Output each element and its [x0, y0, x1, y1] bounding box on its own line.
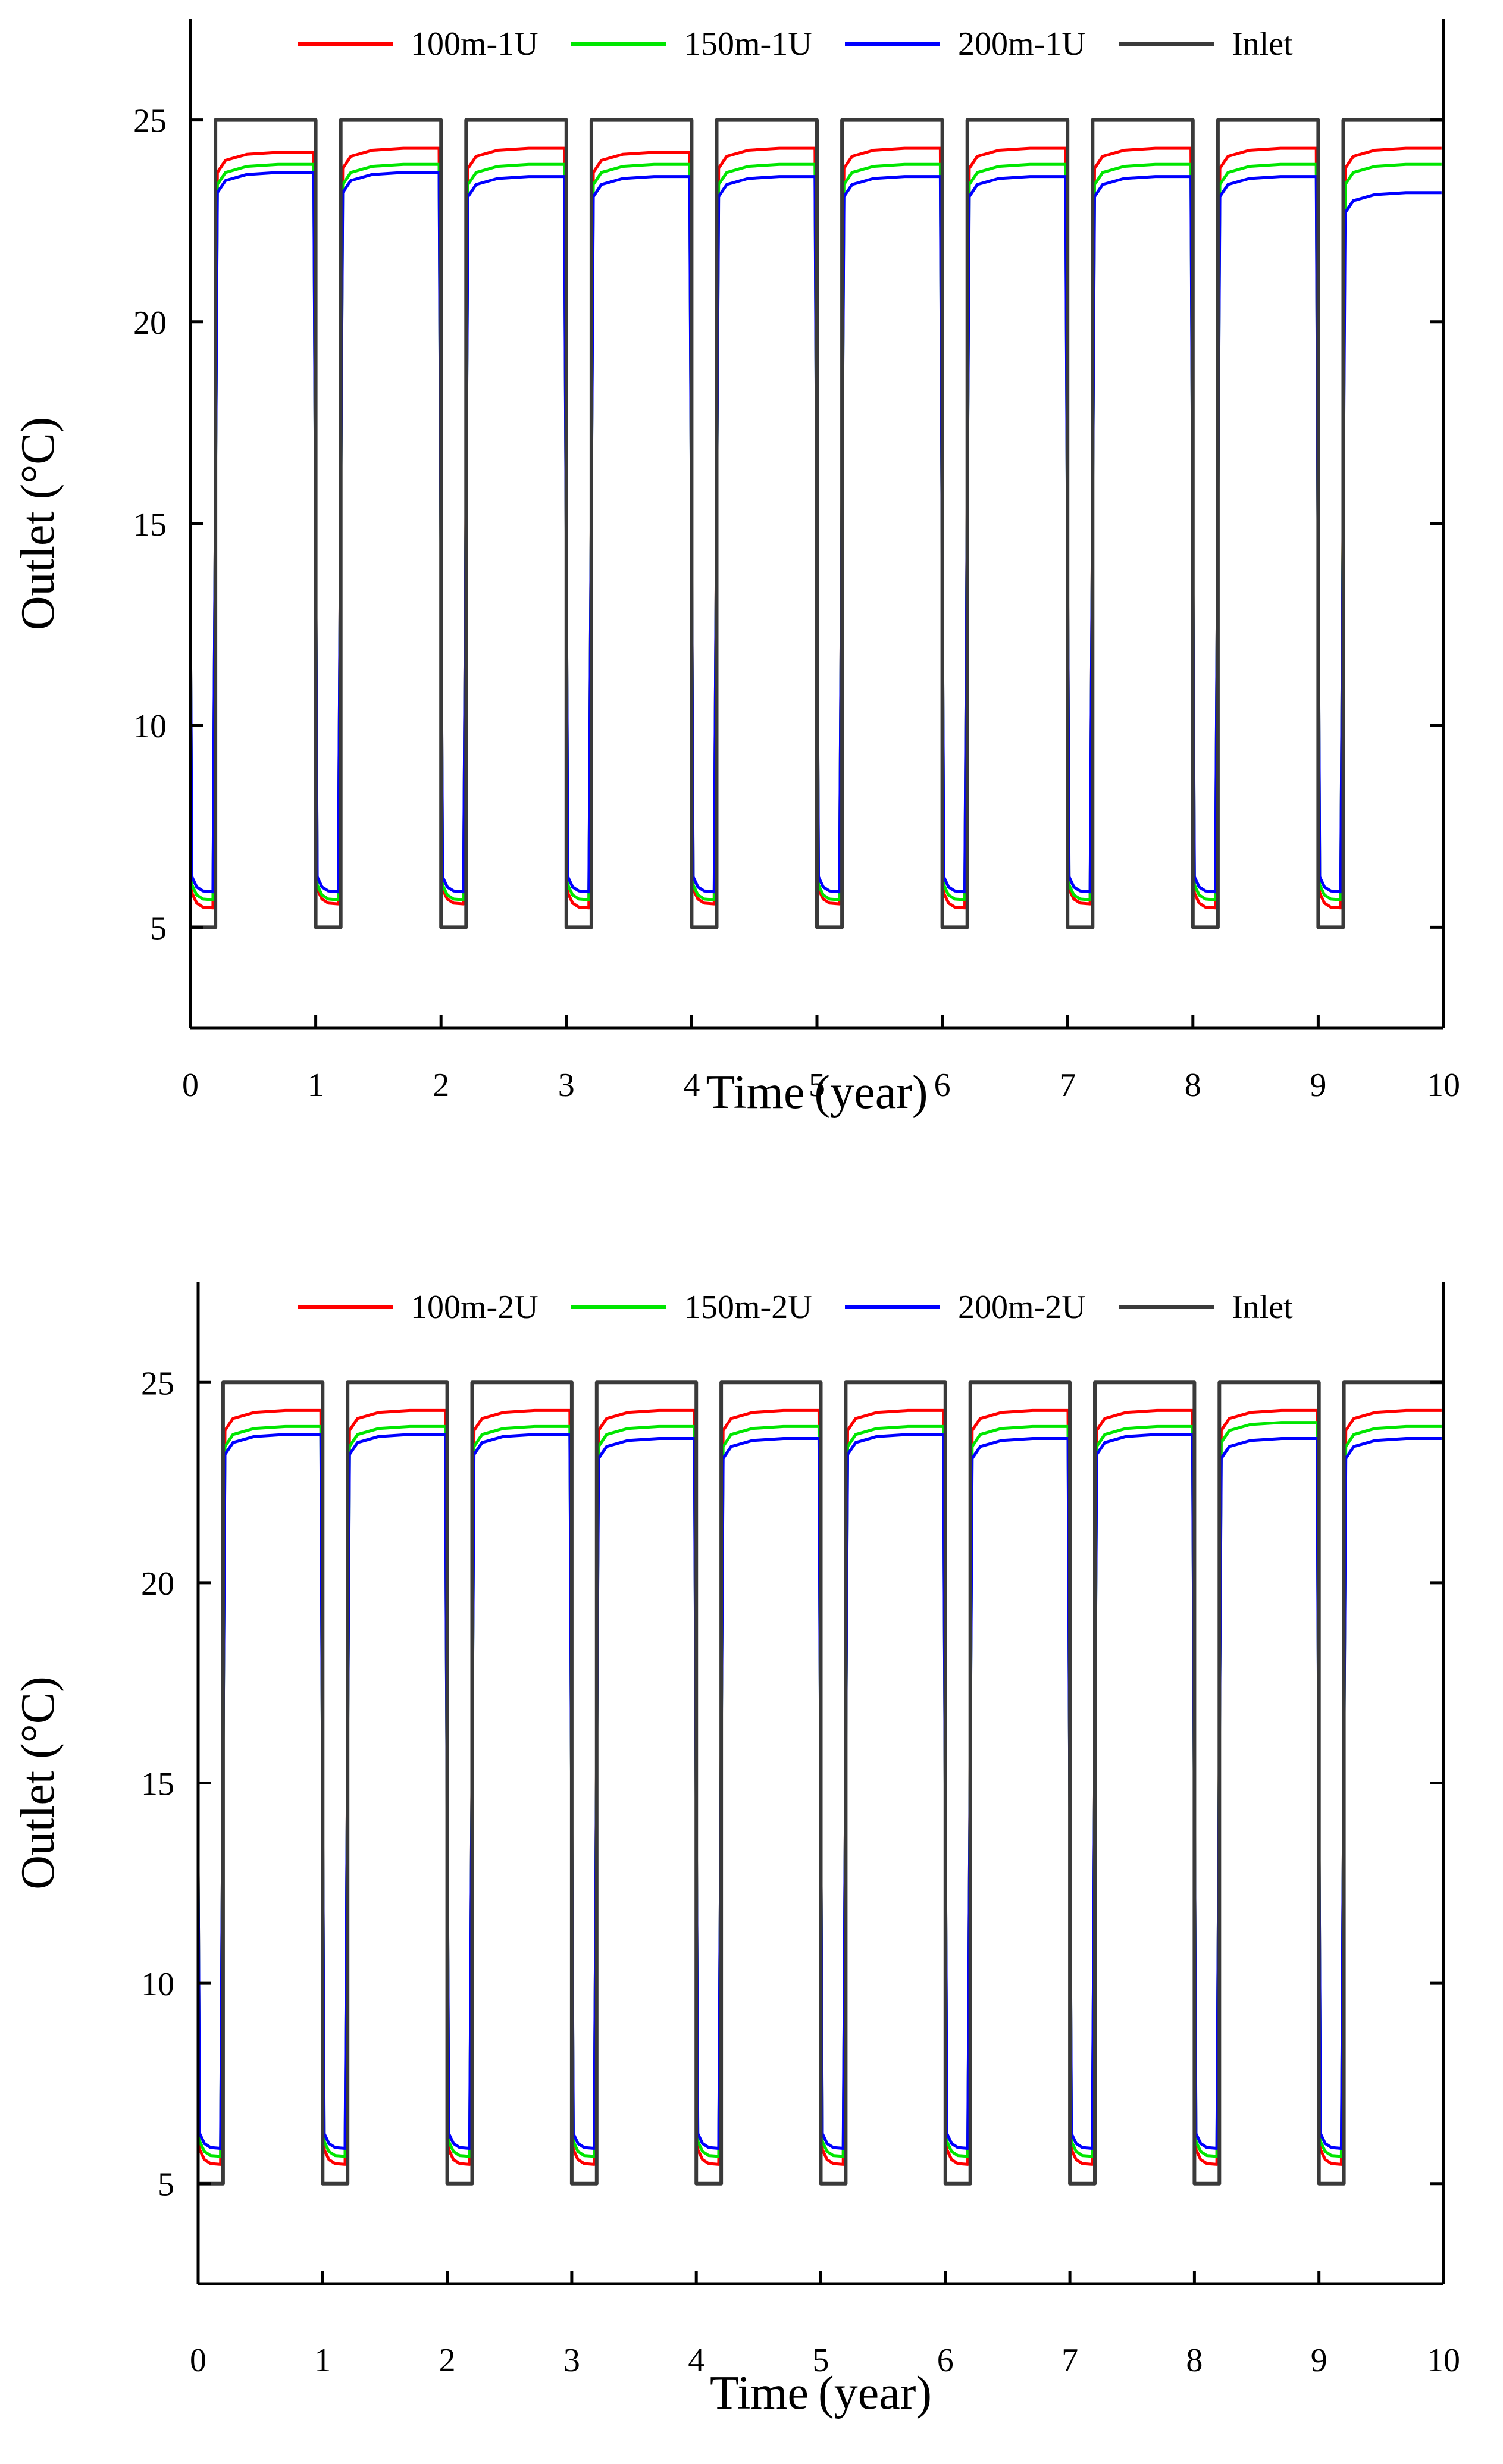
y-tick-label: 10	[133, 708, 167, 745]
x-axis-title: Time (year)	[706, 1066, 928, 1119]
y-tick-label: 15	[133, 506, 167, 543]
x-tick-label: 3	[563, 2342, 580, 2379]
legend-label-150m-2U: 150m-2U	[684, 1289, 812, 1326]
x-tick-label: 1	[314, 2342, 331, 2379]
series-group	[198, 1380, 1443, 2186]
series-line-150m-1U	[190, 162, 1442, 901]
legend-label-100m-2U: 100m-2U	[411, 1289, 538, 1326]
x-tick-label: 10	[1427, 2342, 1460, 2379]
x-tick-label: 2	[433, 1067, 449, 1104]
legend-label-200m-1U: 200m-1U	[958, 26, 1086, 62]
y-tick-label: 20	[133, 305, 167, 342]
legend-label-150m-1U: 150m-1U	[684, 26, 812, 62]
legend: 100m-2U 150m-2U 200m-2U Inlet	[298, 1289, 1293, 1326]
y-tick-label: 10	[141, 1966, 174, 2003]
series-line-150m-2U	[198, 1421, 1442, 2158]
x-tick-label: 10	[1427, 1067, 1460, 1104]
y-tick-label: 5	[158, 2166, 174, 2203]
x-tick-label: 8	[1186, 2342, 1203, 2379]
y-tick-label: 25	[133, 103, 167, 140]
x-tick-label: 2	[439, 2342, 456, 2379]
y-axis-title: Outlet (°C)	[12, 417, 64, 631]
chart-top-1u: 0 1 2 3 4 5 6 7 8 9 10 5 10 15 20 25 Time (year) Outlet (…	[12, 19, 1460, 1119]
legend-label-Inlet: Inlet	[1232, 1289, 1293, 1326]
y-tick-label: 25	[141, 1365, 174, 1402]
x-tick-label: 7	[1059, 1067, 1076, 1104]
series-line-inlet	[198, 1380, 1443, 2186]
x-tick-label: 9	[1311, 2342, 1327, 2379]
x-tick-label: 4	[688, 2342, 704, 2379]
x-tick-label: 0	[182, 1067, 199, 1104]
series-line-100m-2U	[198, 1408, 1442, 2166]
x-tick-label: 1	[308, 1067, 324, 1104]
x-tick-label: 9	[1310, 1067, 1326, 1104]
legend-label-100m-1U: 100m-1U	[411, 26, 538, 62]
legend-label-200m-2U: 200m-2U	[958, 1289, 1086, 1326]
y-tick-label: 5	[150, 910, 167, 947]
legend-label-Inlet: Inlet	[1232, 26, 1293, 62]
x-tick-label: 6	[937, 2342, 954, 2379]
x-tick-label: 6	[934, 1067, 951, 1104]
series-line-200m-2U	[198, 1433, 1442, 2150]
x-tick-label: 5	[809, 1067, 825, 1104]
series-line-inlet	[190, 118, 1443, 929]
x-tick-label: 4	[683, 1067, 700, 1104]
x-tick-label: 0	[190, 2342, 206, 2379]
series-group	[190, 118, 1443, 929]
y-tick-label: 15	[141, 1766, 174, 1803]
x-axis-title: Time (year)	[710, 2367, 932, 2419]
x-tick-label: 5	[813, 2342, 829, 2379]
x-tick-label: 3	[558, 1067, 575, 1104]
x-tick-label: 8	[1185, 1067, 1201, 1104]
y-tick-label: 20	[141, 1566, 174, 1602]
chart-bottom-2u: 0 1 2 3 4 5 6 7 8 9 10 5 10 15 20 25 Time (year) Outlet (…	[12, 1282, 1460, 2419]
series-line-200m-1U	[190, 171, 1442, 894]
series-line-100m-1U	[190, 146, 1442, 910]
y-axis-title: Outlet (°C)	[12, 1676, 64, 1890]
legend: 100m-1U 150m-1U 200m-1U Inlet	[298, 26, 1293, 62]
x-tick-label: 7	[1062, 2342, 1078, 2379]
